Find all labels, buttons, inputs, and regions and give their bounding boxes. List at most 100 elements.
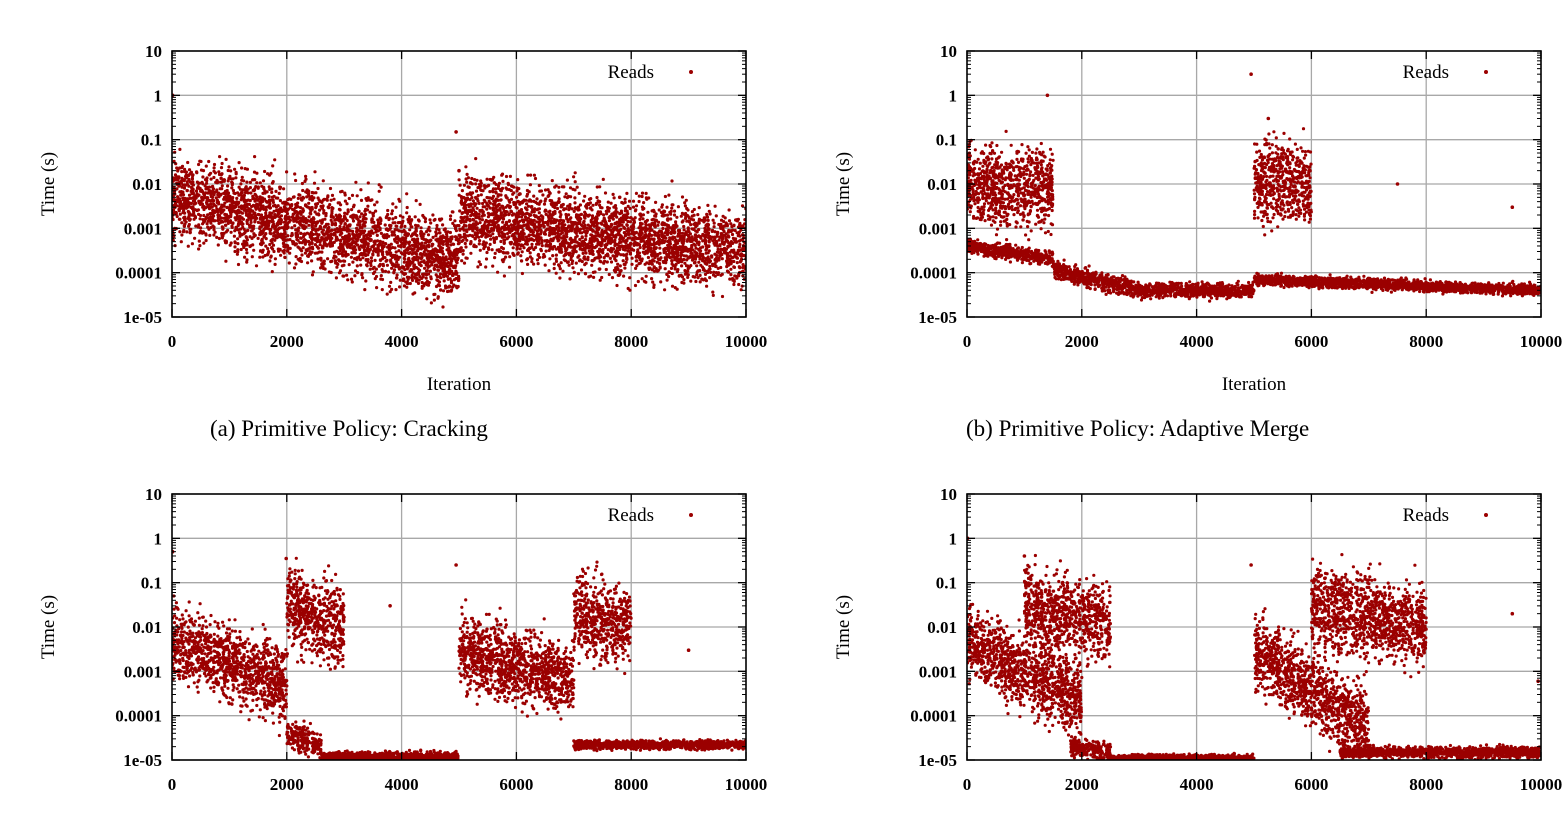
data-point (415, 277, 418, 280)
data-point (412, 252, 415, 255)
data-point (462, 239, 465, 242)
data-point (458, 229, 461, 232)
data-point (704, 239, 707, 242)
data-point (255, 181, 258, 184)
data-point (408, 270, 411, 273)
data-point (395, 236, 398, 239)
data-point (418, 247, 421, 250)
data-point (359, 188, 362, 191)
data-point (220, 166, 223, 169)
data-point (297, 197, 300, 200)
data-point (293, 224, 296, 227)
data-point (350, 208, 353, 211)
data-point (315, 232, 318, 235)
data-point (564, 253, 567, 256)
data-point (316, 220, 319, 223)
data-point (209, 222, 212, 225)
data-point (334, 259, 337, 262)
data-point (481, 202, 484, 205)
data-point (211, 200, 214, 203)
data-point (444, 230, 447, 233)
data-point (379, 219, 382, 222)
data-point (484, 265, 487, 268)
data-point (495, 183, 498, 186)
data-point (403, 273, 406, 276)
data-point (264, 232, 267, 235)
data-point (674, 220, 677, 223)
data-point (227, 165, 230, 168)
data-point (348, 263, 351, 266)
data-point (430, 250, 433, 253)
data-point (458, 178, 461, 181)
data-point (623, 267, 626, 270)
data-point (174, 202, 177, 205)
data-point (210, 178, 213, 181)
data-point (216, 214, 219, 217)
data-point (499, 240, 502, 243)
data-point (411, 232, 414, 235)
data-point (610, 223, 613, 226)
data-point (403, 254, 406, 257)
data-point (618, 223, 621, 226)
data-point (365, 258, 368, 261)
data-point (328, 203, 331, 206)
data-point (211, 185, 214, 188)
data-point (574, 230, 577, 233)
data-point (236, 242, 239, 245)
data-point (296, 211, 299, 214)
data-point (492, 176, 495, 179)
data-point (234, 192, 237, 195)
data-point (241, 212, 244, 215)
data-point (627, 205, 630, 208)
data-point (708, 249, 711, 252)
data-point (567, 260, 570, 263)
data-point (378, 265, 381, 268)
data-point (572, 175, 575, 178)
data-point (635, 259, 638, 262)
data-point (298, 241, 301, 244)
data-point (533, 228, 536, 231)
data-point (251, 197, 254, 200)
data-point (226, 184, 229, 187)
data-point (624, 254, 627, 257)
data-point (233, 250, 236, 253)
data-point (335, 276, 338, 279)
data-point (434, 234, 437, 237)
data-point (421, 281, 424, 284)
data-point (634, 216, 637, 219)
data-point (454, 272, 457, 275)
data-point (306, 191, 309, 194)
data-point (445, 239, 448, 242)
data-point (458, 242, 461, 245)
data-point (247, 216, 250, 219)
data-point (465, 224, 468, 227)
data-point (732, 260, 735, 263)
data-point (443, 279, 446, 282)
data-point (258, 201, 261, 204)
data-point (270, 239, 273, 242)
data-point (262, 179, 265, 182)
data-point (327, 223, 330, 226)
data-point (713, 222, 716, 225)
data-point (500, 211, 503, 214)
data-point (515, 189, 518, 192)
data-point (258, 225, 261, 228)
data-point (229, 215, 232, 218)
data-point (430, 244, 433, 247)
data-point (337, 246, 340, 249)
data-point (260, 196, 263, 199)
data-point (374, 277, 377, 280)
data-point (178, 218, 181, 221)
data-point (310, 259, 313, 262)
data-point (442, 268, 445, 271)
data-point (190, 182, 193, 185)
data-point (284, 216, 287, 219)
data-point (243, 228, 246, 231)
data-point (692, 218, 695, 221)
data-point (275, 209, 278, 212)
data-point (557, 201, 560, 204)
data-point (577, 272, 580, 275)
data-point (213, 204, 216, 207)
data-point (606, 260, 609, 263)
data-point (185, 176, 188, 179)
